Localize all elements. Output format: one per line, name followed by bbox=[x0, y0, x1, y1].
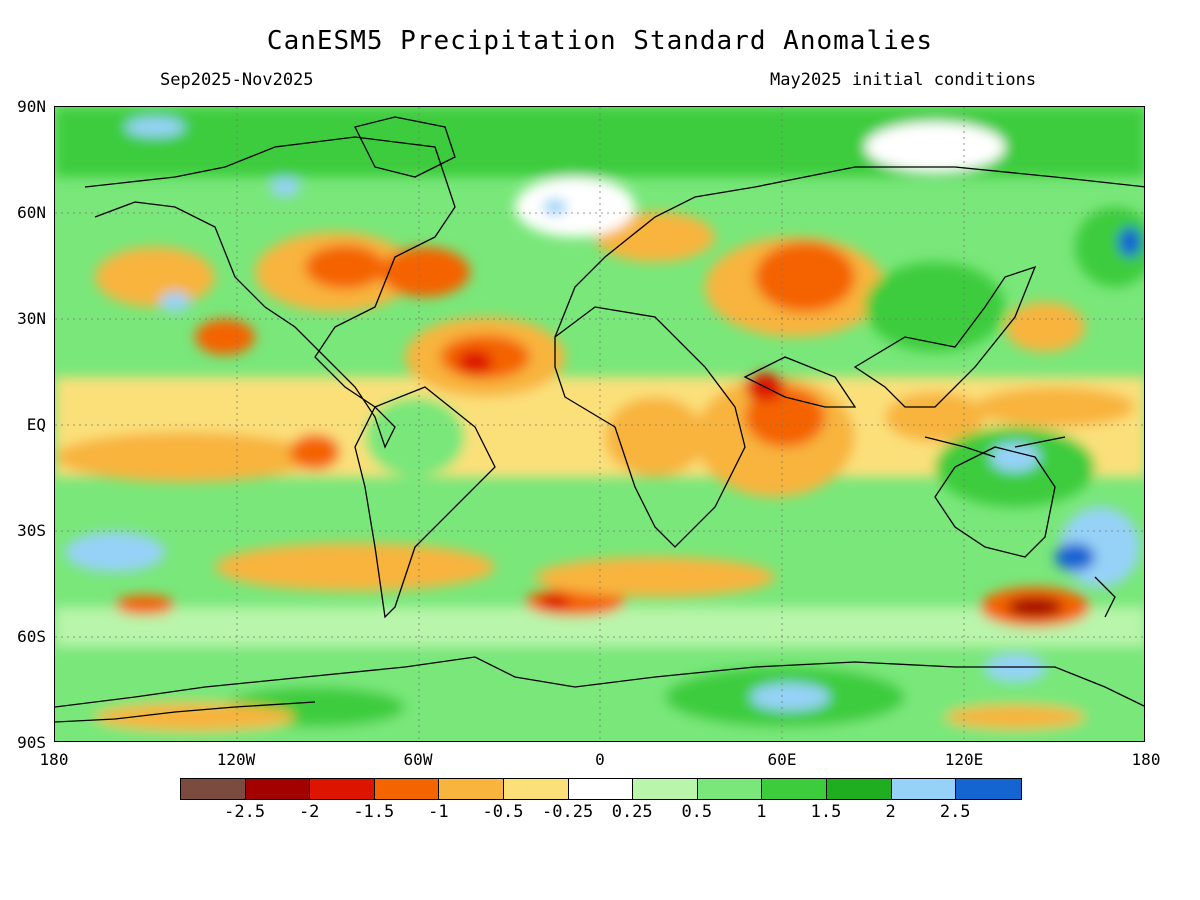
colorbar-swatch-7 bbox=[633, 779, 698, 799]
colorbar-swatch-0 bbox=[181, 779, 246, 799]
lat-label-90s: 90S bbox=[17, 733, 46, 752]
coastlines bbox=[55, 116, 1144, 723]
lon-label-120w: 120W bbox=[216, 750, 256, 769]
anomaly-map bbox=[54, 106, 1145, 742]
lon-label-120e: 120E bbox=[944, 750, 984, 769]
lon-label-180e: 180 bbox=[1131, 750, 1161, 769]
lon-label-0: 0 bbox=[595, 750, 605, 769]
period-label: Sep2025-Nov2025 bbox=[160, 70, 314, 90]
colorbar-swatch-5 bbox=[503, 779, 569, 799]
lat-label-30s: 30S bbox=[17, 521, 46, 540]
lon-label-60e: 60E bbox=[767, 750, 797, 769]
colorbar-swatch-9 bbox=[762, 779, 827, 799]
colorbar-swatch-3 bbox=[374, 779, 440, 799]
colorbar-label: 2 bbox=[885, 802, 896, 822]
colorbar-swatch-2 bbox=[310, 779, 375, 799]
init-conditions-label: May2025 initial conditions bbox=[770, 70, 1037, 90]
colorbar-label: -0.5 bbox=[482, 802, 524, 822]
colorbar-label: -0.25 bbox=[542, 802, 594, 822]
colorbar-label: -2.5 bbox=[224, 802, 266, 822]
colorbar-swatch-10 bbox=[826, 779, 892, 799]
colorbar-label: 0.25 bbox=[611, 802, 653, 822]
colorbar-swatch-12 bbox=[956, 779, 1021, 799]
colorbar-swatch-8 bbox=[697, 779, 763, 799]
lon-label-180w: 180 bbox=[39, 750, 69, 769]
map-title: CanESM5 Precipitation Standard Anomalies bbox=[266, 26, 934, 56]
lat-label-60s: 60S bbox=[17, 627, 46, 646]
colorbar-label: -1.5 bbox=[353, 802, 395, 822]
lat-label-eq: EQ bbox=[26, 415, 46, 434]
anomaly-field bbox=[55, 107, 1144, 741]
lat-label-60n: 60N bbox=[17, 203, 46, 222]
colorbar-label: -2 bbox=[298, 802, 320, 822]
lat-label-90n: 90N bbox=[17, 97, 46, 116]
colorbar-swatch-4 bbox=[439, 779, 504, 799]
colorbar-swatch-1 bbox=[245, 779, 311, 799]
colorbar-label: -1 bbox=[428, 802, 449, 822]
lon-label-60w: 60W bbox=[403, 750, 433, 769]
graticule bbox=[55, 107, 1144, 741]
lat-label-30n: 30N bbox=[17, 309, 46, 328]
colorbar-swatch-6 bbox=[568, 779, 634, 799]
colorbar-label: 1.5 bbox=[810, 802, 842, 822]
colorbar-label: 1 bbox=[756, 802, 767, 822]
colorbar bbox=[180, 778, 1022, 800]
colorbar-label: 0.5 bbox=[681, 802, 713, 822]
anomaly-map-svg bbox=[55, 107, 1144, 741]
colorbar-label: 2.5 bbox=[939, 802, 971, 822]
colorbar-swatch-11 bbox=[891, 779, 957, 799]
